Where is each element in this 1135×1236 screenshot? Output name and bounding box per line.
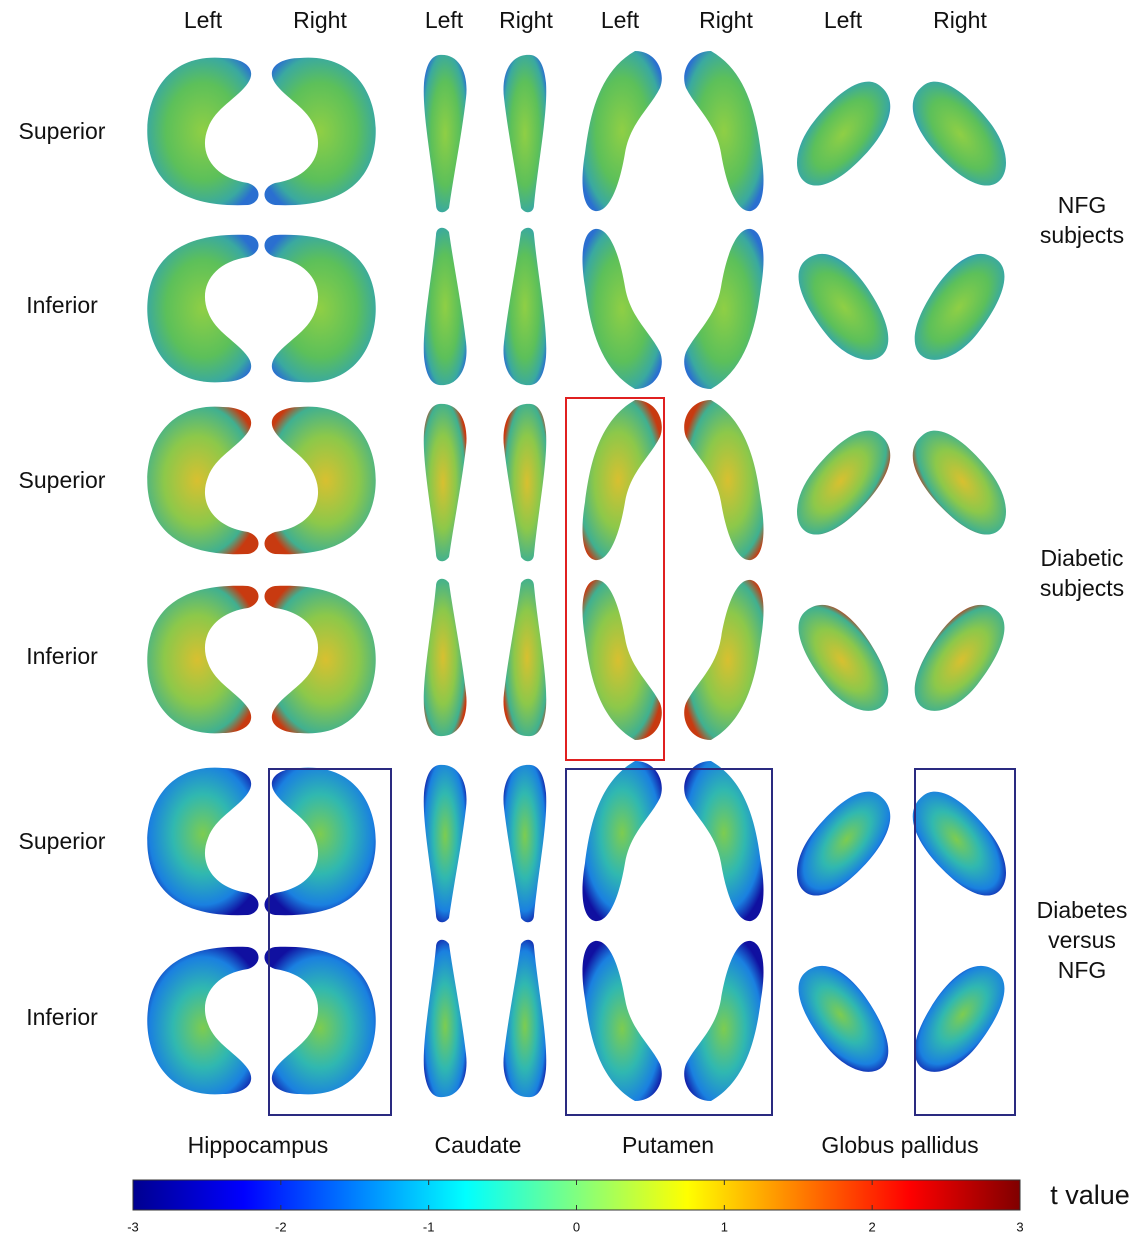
structure-surface <box>264 946 376 1095</box>
structure-surface <box>797 81 891 186</box>
structure-surface <box>912 430 1006 535</box>
structure-surface <box>912 791 1006 896</box>
structure-surface <box>912 81 1006 186</box>
structure-label: Putamen <box>622 1132 714 1158</box>
colorbar-tick-label: 2 <box>869 1219 876 1234</box>
colorbar-tick-label: -1 <box>423 1219 435 1234</box>
row-label: Superior <box>19 118 106 144</box>
highlight-box <box>914 768 1016 1116</box>
colorbar-tick-label: 1 <box>721 1219 728 1234</box>
structure-surface <box>503 578 547 737</box>
structure-surface <box>503 403 547 562</box>
structure-surface <box>684 51 764 212</box>
structure-surface <box>798 254 889 360</box>
structure-surface <box>914 254 1005 360</box>
group-label: versus <box>1048 927 1116 953</box>
structure-surface <box>684 761 764 922</box>
structure-surface <box>582 228 662 389</box>
row-label: Inferior <box>26 292 98 318</box>
structure-surface <box>914 966 1005 1072</box>
column-label: Left <box>425 7 464 33</box>
highlight-box <box>268 768 392 1116</box>
structure-surface <box>264 585 376 734</box>
group-label: NFG <box>1058 957 1107 983</box>
surface-renderings <box>147 51 1006 1101</box>
structure-label: Globus pallidus <box>821 1132 978 1158</box>
structure-surface <box>147 234 259 383</box>
structure-surface <box>264 767 376 916</box>
structure-surface <box>582 940 662 1101</box>
structure-surface <box>684 940 764 1101</box>
highlight-box <box>565 768 773 1116</box>
structure-surface <box>423 54 467 213</box>
structure-surface <box>264 406 376 555</box>
highlight-box <box>565 397 665 761</box>
structure-surface <box>423 764 467 923</box>
colorbar-tick-label: 3 <box>1016 1219 1023 1234</box>
structure-surface <box>423 227 467 386</box>
structure-surface <box>582 761 662 922</box>
structure-surface <box>797 430 891 535</box>
structure-surface <box>423 939 467 1098</box>
group-label: NFG <box>1058 192 1107 218</box>
row-label: Superior <box>19 828 106 854</box>
structure-surface <box>798 605 889 711</box>
structure-surface <box>797 791 891 896</box>
structure-surface <box>147 946 259 1095</box>
structure-surface <box>264 57 376 206</box>
colorbar-tick-label: 0 <box>573 1219 580 1234</box>
row-label: Inferior <box>26 1004 98 1030</box>
structure-surface <box>582 400 662 561</box>
structure-surface <box>798 966 889 1072</box>
structure-surface <box>582 579 662 740</box>
structure-surface <box>582 51 662 212</box>
column-label: Left <box>824 7 863 33</box>
structure-surface <box>147 406 259 555</box>
structure-surface <box>264 234 376 383</box>
column-label: Right <box>699 7 753 33</box>
structure-surface <box>423 403 467 562</box>
colorbar-tick-label: -2 <box>275 1219 287 1234</box>
structure-surface <box>423 578 467 737</box>
structure-surface <box>684 228 764 389</box>
column-label: Right <box>933 7 987 33</box>
structure-surface <box>147 585 259 734</box>
structure-surface <box>684 579 764 740</box>
colorbar-tick-label: -3 <box>127 1219 139 1234</box>
column-label: Right <box>499 7 553 33</box>
structure-label: Caudate <box>435 1132 522 1158</box>
row-label: Superior <box>19 467 106 493</box>
group-label: Diabetes <box>1037 897 1128 923</box>
colorbar-label: t value <box>1050 1180 1130 1210</box>
group-label: subjects <box>1040 222 1124 248</box>
structure-label: Hippocampus <box>188 1132 329 1158</box>
group-label: subjects <box>1040 575 1124 601</box>
column-label: Left <box>601 7 640 33</box>
structure-surface <box>914 605 1005 711</box>
structure-surface <box>684 400 764 561</box>
column-label: Right <box>293 7 347 33</box>
structure-surface <box>147 57 259 206</box>
structure-surface <box>503 764 547 923</box>
structure-surface <box>147 767 259 916</box>
structure-surface <box>503 54 547 213</box>
column-label: Left <box>184 7 223 33</box>
group-label: Diabetic <box>1040 545 1123 571</box>
structure-surface <box>503 939 547 1098</box>
row-label: Inferior <box>26 643 98 669</box>
structure-surface <box>503 227 547 386</box>
